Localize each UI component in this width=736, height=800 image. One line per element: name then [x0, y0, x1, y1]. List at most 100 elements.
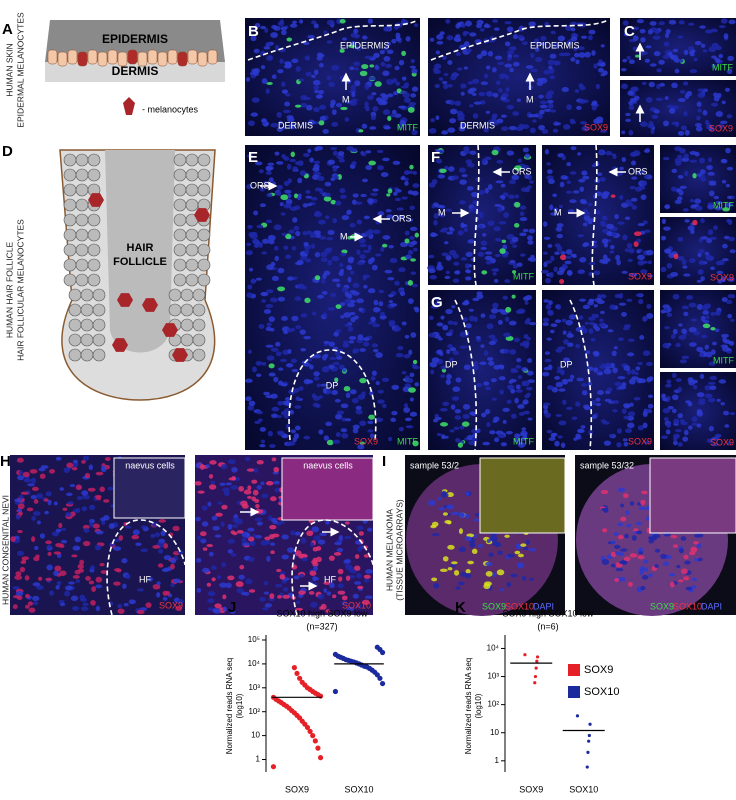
cell: [663, 41, 670, 47]
cell: [464, 536, 472, 542]
cell: [624, 428, 633, 434]
cell: [332, 217, 338, 224]
cell: [522, 228, 529, 233]
cell: [401, 76, 407, 81]
cell: [482, 233, 487, 237]
cell: [265, 539, 271, 545]
cell: [611, 540, 616, 545]
cell: [332, 594, 337, 599]
cell: [197, 153, 211, 167]
cell: [336, 283, 341, 288]
cell: [269, 297, 278, 303]
cell: [442, 512, 448, 516]
cell: [705, 351, 713, 358]
structure-label: HF: [139, 574, 151, 584]
cell: [688, 326, 697, 333]
cell: [32, 595, 40, 602]
cell: [553, 266, 558, 273]
cell: [319, 104, 327, 110]
cell: [494, 437, 500, 443]
structure-label: HF: [324, 574, 336, 584]
cell: [481, 158, 486, 164]
cell: [677, 154, 683, 159]
cell: [601, 528, 608, 533]
cell: [47, 499, 52, 506]
cell: [633, 231, 642, 237]
cell: [410, 258, 416, 262]
cell: [264, 536, 271, 541]
cell: [16, 457, 24, 463]
cell: [358, 307, 363, 312]
cell: [254, 244, 259, 248]
cell: [656, 68, 662, 73]
cell: [72, 606, 80, 611]
cell: [679, 90, 686, 94]
cell: [305, 189, 311, 194]
cell: [502, 295, 508, 300]
cell: [243, 591, 250, 596]
cell: [63, 153, 77, 167]
cell: [411, 190, 419, 196]
cell: [441, 80, 448, 84]
cell: [95, 576, 103, 583]
cell: [445, 308, 453, 315]
cell: [591, 50, 596, 56]
cell: [529, 180, 534, 184]
cell: [621, 382, 627, 387]
cell: [248, 556, 255, 562]
side-label: HAIR FOLLICULAR MELANOCYTES: [15, 219, 25, 361]
cell: [481, 412, 487, 418]
cell: [491, 67, 497, 73]
cell: [371, 264, 378, 271]
cell: [603, 440, 612, 446]
cell: [352, 593, 359, 599]
melanocyte: [194, 208, 210, 222]
boundary: [106, 519, 186, 616]
cell: [593, 63, 598, 69]
cell: [677, 236, 684, 242]
cell: [27, 483, 35, 487]
cell: [525, 78, 533, 84]
cell: [436, 34, 444, 40]
cell: [452, 321, 458, 326]
cell: [173, 243, 187, 257]
cell: [612, 409, 618, 413]
charts: J SOX10 high SOX9 low(n=327)Normalized re…: [225, 599, 619, 794]
cell: [509, 378, 517, 383]
cell: [312, 561, 319, 567]
cell: [454, 415, 462, 420]
cell: [680, 568, 688, 575]
cell: [80, 606, 89, 611]
cell: [283, 329, 289, 335]
cell: [438, 77, 444, 81]
cell: [323, 581, 331, 585]
cell: [400, 90, 408, 95]
cell: [637, 254, 645, 261]
cell: [369, 64, 375, 68]
cell: [677, 35, 684, 39]
cell: [494, 55, 503, 60]
structure-label: ORS: [392, 213, 412, 223]
cell: [395, 189, 402, 193]
cell: [713, 225, 718, 231]
cell: [312, 79, 321, 86]
cell: [514, 201, 521, 208]
cell: [365, 164, 372, 171]
cell: [506, 150, 515, 156]
cell: [318, 120, 325, 126]
y-tick-label: 10³: [487, 672, 499, 681]
cell: [575, 59, 580, 65]
cell: [323, 588, 328, 593]
cell: [444, 275, 451, 280]
cell: [364, 577, 370, 583]
cell: [409, 205, 415, 210]
cell: [506, 26, 514, 33]
cell: [720, 344, 729, 348]
cell: [89, 518, 95, 524]
cell: [528, 113, 534, 118]
cell: [254, 420, 261, 424]
cell: [268, 372, 276, 377]
keratinocyte: [117, 51, 128, 67]
cell: [490, 378, 497, 383]
cell: [323, 196, 332, 202]
